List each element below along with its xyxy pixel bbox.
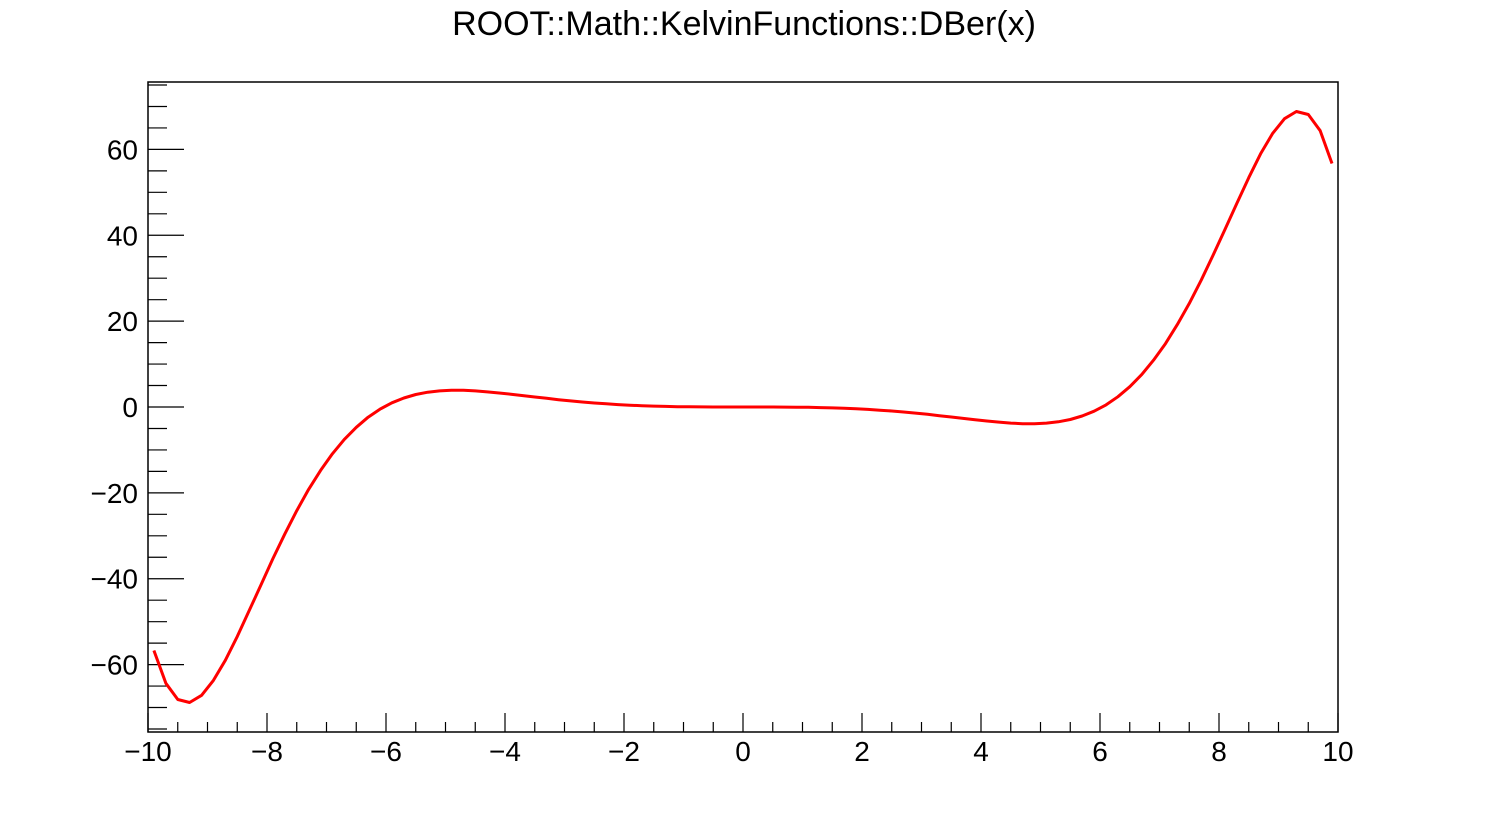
- x-tick-label: −6: [370, 736, 402, 767]
- plot-title: ROOT::Math::KelvinFunctions::DBer(x): [452, 5, 1036, 43]
- y-tick-label: −20: [91, 478, 139, 509]
- x-tick-label: 8: [1211, 736, 1227, 767]
- y-axis-labels: −60 −40 −20 0 20 40 60: [91, 134, 139, 680]
- function-curve: [152, 110, 1334, 704]
- y-tick-label: 40: [107, 220, 138, 251]
- x-tick-label: −2: [608, 736, 640, 767]
- x-tick-label: 0: [735, 736, 751, 767]
- x-tick-label: 2: [854, 736, 870, 767]
- x-tick-label: −10: [124, 736, 172, 767]
- x-tick-label: −8: [251, 736, 283, 767]
- y-tick-label: 20: [107, 306, 138, 337]
- y-tick-label: −40: [91, 564, 139, 595]
- x-tick-label: −4: [489, 736, 521, 767]
- x-tick-label: 6: [1092, 736, 1108, 767]
- x-tick-label: 10: [1322, 736, 1353, 767]
- x-axis-labels: −10 −8 −6 −4 −2 0 2 4 6 8 10: [124, 736, 1353, 767]
- y-tick-label: −60: [91, 650, 139, 681]
- axis-ticks: [147, 84, 1339, 732]
- x-tick-label: 4: [973, 736, 989, 767]
- y-tick-label: 0: [122, 392, 138, 423]
- y-tick-label: 60: [107, 134, 138, 165]
